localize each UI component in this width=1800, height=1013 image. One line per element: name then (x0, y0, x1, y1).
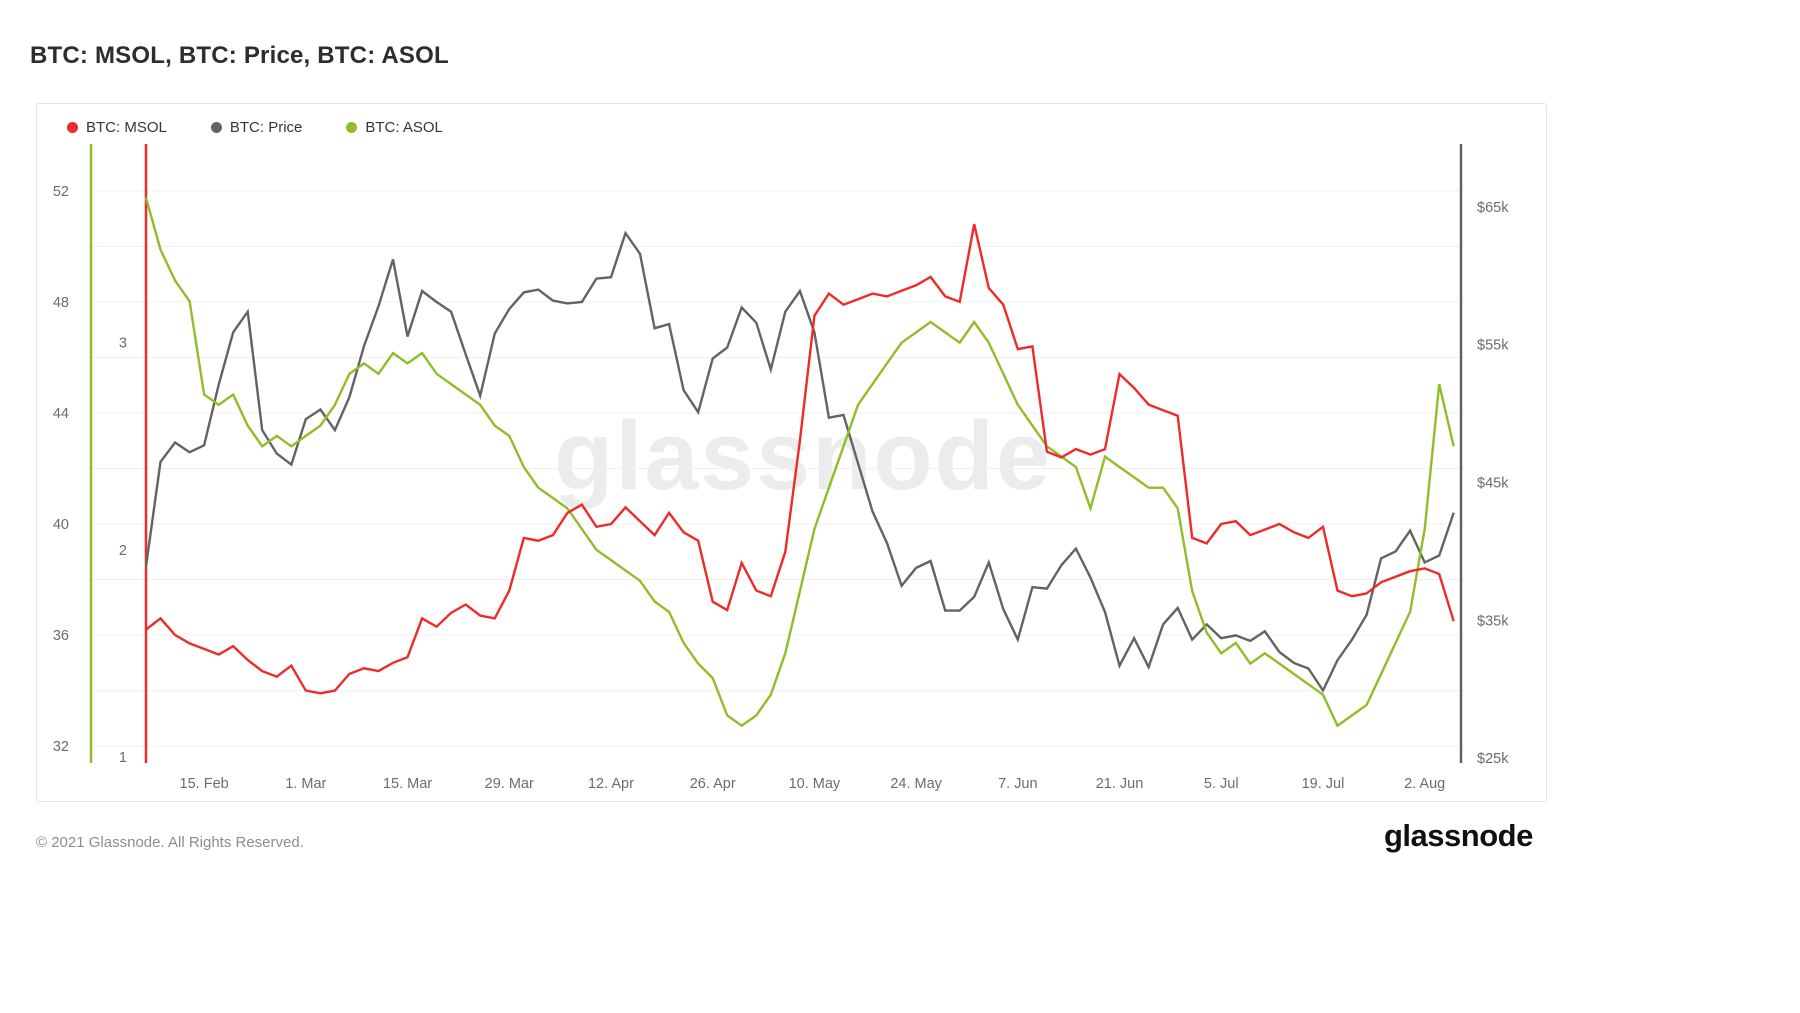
x-tick-label: 24. May (890, 776, 942, 792)
msol-tick-label: 40 (53, 517, 69, 533)
copyright-text: © 2021 Glassnode. All Rights Reserved. (36, 834, 304, 851)
series-line-msol (145, 223, 1455, 695)
legend-label-price: BTC: Price (229, 119, 303, 136)
series-line-asol (144, 197, 1455, 728)
x-tick-label: 1. Mar (285, 776, 326, 792)
legend-dot-asol-icon (346, 122, 358, 133)
msol-tick-label: 52 (53, 184, 69, 200)
legend-label-msol: BTC: MSOL (86, 119, 167, 136)
legend-item-msol[interactable]: BTC: MSOL (67, 119, 167, 136)
x-tick-label: 7. Jun (998, 776, 1038, 792)
msol-tick-label: 32 (53, 739, 69, 755)
x-tick-label: 5. Jul (1204, 776, 1239, 792)
msol-tick-label: 36 (53, 628, 69, 644)
x-tick-label: 12. Apr (588, 776, 634, 792)
asol-tick-label: 2 (119, 543, 127, 559)
legend-label-asol: BTC: ASOL (365, 119, 443, 136)
series-line-price (144, 230, 1455, 693)
x-tick-label: 15. Feb (180, 776, 229, 792)
price-tick-label: $25k (1477, 751, 1509, 767)
chart-legend: BTC: MSOL BTC: Price BTC: ASOL (67, 119, 443, 136)
x-tick-label: 10. May (789, 776, 841, 792)
chart-card: BTC: MSOL BTC: Price BTC: ASOL glassnode… (36, 103, 1547, 802)
page-title: BTC: MSOL, BTC: Price, BTC: ASOL (30, 42, 449, 69)
x-tick-label: 15. Mar (383, 776, 432, 792)
asol-tick-label: 3 (119, 336, 127, 352)
price-tick-label: $45k (1477, 476, 1509, 492)
price-tick-label: $55k (1477, 338, 1509, 354)
price-tick-label: $35k (1477, 613, 1509, 629)
x-tick-label: 21. Jun (1096, 776, 1144, 792)
x-tick-label: 26. Apr (690, 776, 736, 792)
price-tick-label: $65k (1477, 200, 1509, 216)
asol-tick-label: 1 (119, 750, 127, 766)
msol-tick-label: 44 (53, 406, 69, 422)
legend-dot-price-icon (210, 122, 222, 133)
legend-item-price[interactable]: BTC: Price (210, 119, 303, 136)
msol-tick-label: 48 (53, 295, 69, 311)
legend-dot-msol-icon (67, 122, 78, 133)
x-tick-label: 29. Mar (485, 776, 534, 792)
x-tick-label: 19. Jul (1302, 776, 1345, 792)
legend-item-asol[interactable]: BTC: ASOL (346, 119, 443, 136)
glassnode-logo: glassnode (1384, 818, 1533, 853)
x-tick-label: 2. Aug (1404, 776, 1445, 792)
